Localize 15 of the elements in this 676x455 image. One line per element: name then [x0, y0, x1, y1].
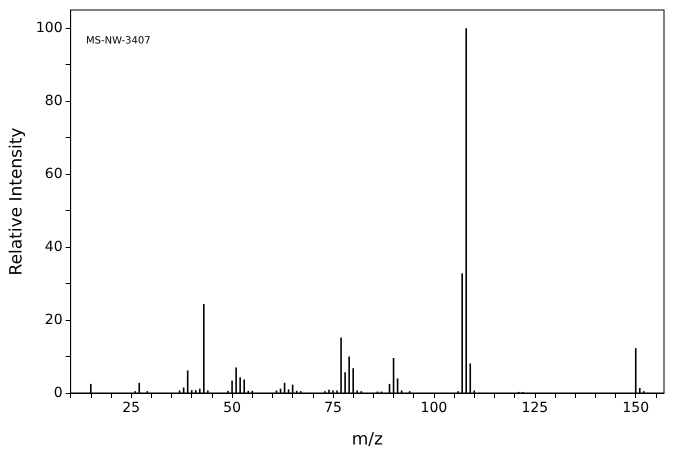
x-tick-label: 100	[420, 400, 448, 416]
x-tick-label: 125	[521, 400, 548, 416]
y-tick-label: 100	[36, 20, 63, 36]
y-tick-label: 40	[44, 239, 63, 256]
y-tick-label: 80	[44, 93, 63, 110]
y-tick-label: 60	[44, 166, 63, 182]
x-tick-label: 75	[324, 400, 342, 416]
x-axis-title: m/z	[352, 430, 383, 450]
x-tick-label: 150	[622, 400, 650, 416]
annotation: MS-NW-3407	[86, 36, 151, 46]
x-tick-label: 25	[122, 400, 140, 416]
y-tick-label: 0	[54, 385, 63, 401]
y-axis-title: Relative Intensity	[6, 128, 26, 276]
y-tick-label: 20	[44, 312, 63, 328]
x-tick-label: 50	[223, 400, 241, 416]
